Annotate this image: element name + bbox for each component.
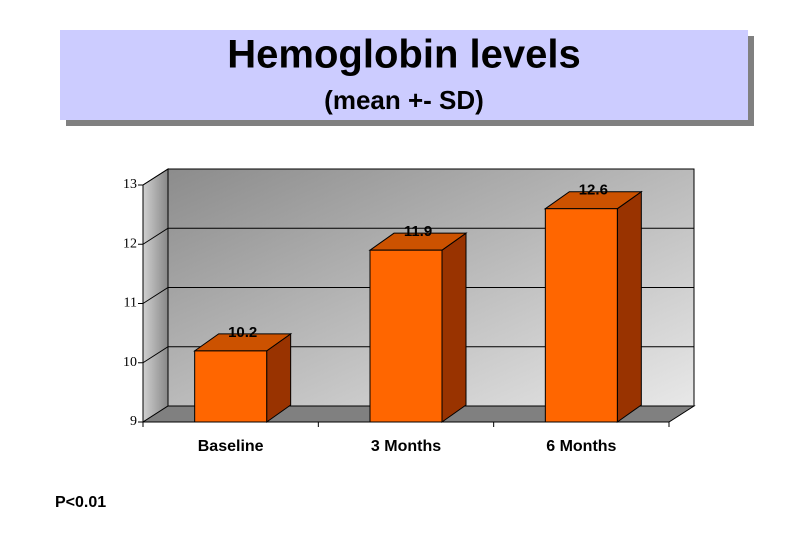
- value-label: 10.2: [228, 324, 257, 341]
- y-tick-label: 10: [123, 355, 137, 370]
- chart-title: Hemoglobin levels: [227, 33, 580, 77]
- bar-side: [441, 232, 467, 423]
- annotation: P<0.01: [55, 494, 106, 511]
- value-label: 12.6: [579, 182, 608, 199]
- y-tick-label: 12: [123, 236, 137, 251]
- y-tick-label: 11: [124, 296, 137, 311]
- title-box: [60, 30, 748, 120]
- y-tick-label: 13: [123, 177, 137, 192]
- x-tick-label: 3 Months: [371, 438, 441, 455]
- chart-subtitle: (mean +- SD): [324, 85, 484, 115]
- y-tick-label: 9: [130, 414, 137, 429]
- bar: [544, 208, 618, 423]
- grid-line: [142, 227, 694, 245]
- bar-side: [616, 190, 642, 423]
- x-tick-label: Baseline: [198, 438, 264, 455]
- value-label: 11.9: [404, 223, 432, 240]
- grid-line: [142, 168, 694, 186]
- grid-line: [142, 287, 694, 304]
- grid-line: [142, 346, 694, 364]
- bar: [369, 249, 443, 423]
- x-tick-label: 6 Months: [546, 438, 616, 455]
- bar: [194, 350, 268, 423]
